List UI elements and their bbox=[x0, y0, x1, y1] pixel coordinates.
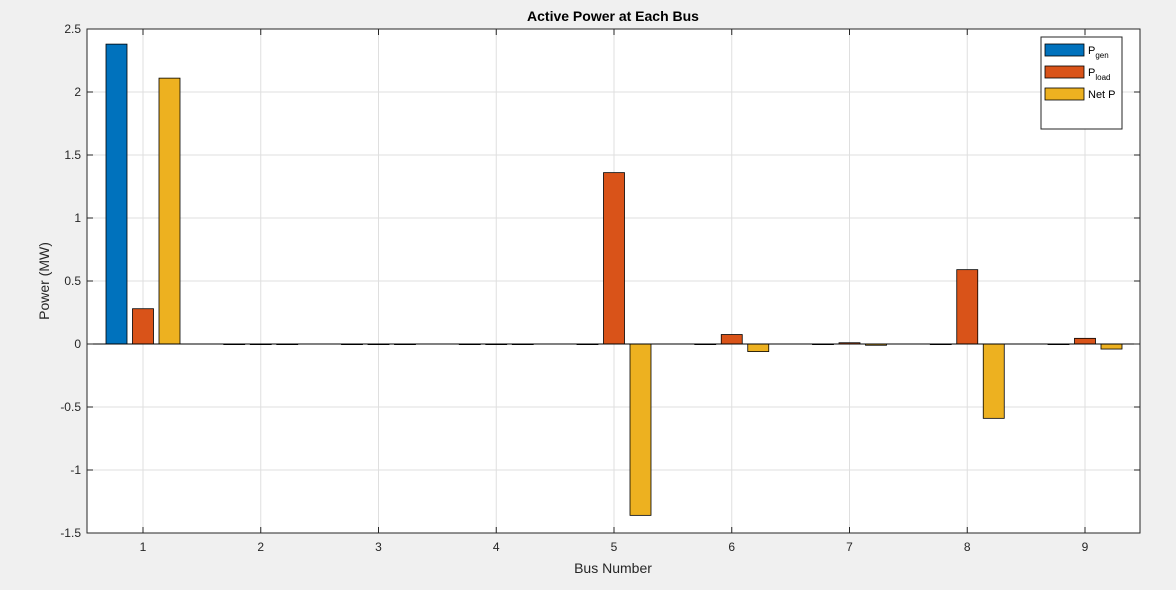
bar-load-6 bbox=[720, 334, 743, 345]
y-tick-label: 1 bbox=[74, 211, 81, 225]
bar-net-9 bbox=[1100, 343, 1123, 350]
x-tick-label: 2 bbox=[257, 540, 264, 554]
x-tick-label: 9 bbox=[1082, 540, 1089, 554]
legend-label: Net P bbox=[1088, 89, 1116, 101]
bar-net-6 bbox=[747, 343, 770, 352]
y-tick-label: 0.5 bbox=[64, 274, 81, 288]
bars bbox=[105, 43, 1123, 516]
x-axis-label: Bus Number bbox=[574, 560, 652, 576]
bar-gen-1 bbox=[105, 43, 128, 345]
axis-ticks: 2.5 2 1.5 1 0.5 0 -0.5 -1 -1.5 1 2 3 4 5 6 7 8 9 bbox=[60, 22, 1140, 554]
x-tick-label: 8 bbox=[964, 540, 971, 554]
legend-swatch bbox=[1044, 43, 1085, 57]
y-tick-label: 0 bbox=[74, 337, 81, 351]
bar-load-1 bbox=[132, 308, 154, 345]
bar-net-5 bbox=[629, 343, 652, 516]
bar-load-8 bbox=[956, 269, 979, 345]
y-tick-label: -1 bbox=[70, 463, 81, 477]
y-tick-label: 1.5 bbox=[64, 148, 81, 162]
x-tick-label: 5 bbox=[611, 540, 618, 554]
legend-label-subscript: gen bbox=[1095, 51, 1108, 60]
y-tick-label: -0.5 bbox=[60, 400, 81, 414]
x-tick-label: 3 bbox=[375, 540, 382, 554]
x-tick-label: 4 bbox=[493, 540, 500, 554]
bar-load-5 bbox=[603, 172, 625, 345]
chart-title: Active Power at Each Bus bbox=[527, 8, 699, 24]
x-tick-label: 1 bbox=[140, 540, 147, 554]
bar-net-1 bbox=[158, 77, 181, 345]
x-tick-label: 6 bbox=[728, 540, 735, 554]
legend-swatch bbox=[1044, 87, 1085, 101]
y-axis-label: Power (MW) bbox=[36, 242, 52, 320]
bar-load-9 bbox=[1074, 337, 1096, 345]
bar-net-8 bbox=[982, 343, 1005, 419]
x-tick-label: 7 bbox=[846, 540, 853, 554]
y-tick-label: 2 bbox=[74, 85, 81, 99]
y-tick-label: 2.5 bbox=[64, 22, 81, 36]
legend-swatch bbox=[1044, 65, 1085, 79]
legend-label-subscript: load bbox=[1095, 73, 1110, 82]
y-tick-label: -1.5 bbox=[60, 526, 81, 540]
